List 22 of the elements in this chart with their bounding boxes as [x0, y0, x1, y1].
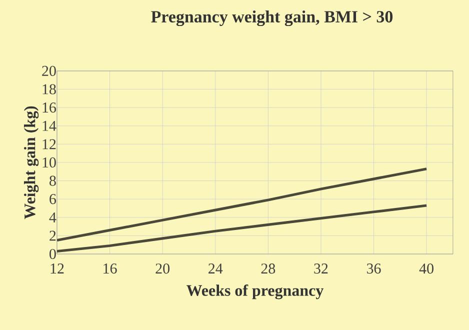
y-tick-label: 14 — [42, 120, 56, 131]
line-series — [56, 168, 428, 242]
y-tick-label: 12 — [42, 139, 56, 150]
x-tick-label: 32 — [314, 264, 328, 274]
y-axis-title: Weight gain (kg) — [24, 106, 39, 220]
chart-title: Pregnancy weight gain, BMI > 30 — [151, 10, 393, 26]
x-tick-label: 24 — [208, 264, 223, 274]
y-tick-label: 18 — [42, 84, 56, 94]
x-tick-label: 40 — [419, 264, 434, 274]
y-tick-label: 2 — [50, 230, 56, 241]
y-tick-label: 4 — [49, 212, 56, 222]
x-axis-title: Weeks of pregnancy — [186, 284, 324, 300]
y-tick-label: 6 — [50, 194, 56, 204]
y-tick-label: 8 — [50, 176, 56, 186]
y-tick-label: 16 — [42, 102, 56, 113]
x-tick-label: 36 — [366, 264, 381, 274]
x-tick-label: 16 — [104, 264, 117, 274]
y-tick-label: 10 — [42, 157, 56, 168]
y-tick-label: 20 — [42, 66, 56, 76]
x-tick-label: 28 — [261, 264, 276, 274]
y-tick-label: 0 — [50, 248, 56, 260]
x-tick-label: 20 — [156, 264, 170, 274]
